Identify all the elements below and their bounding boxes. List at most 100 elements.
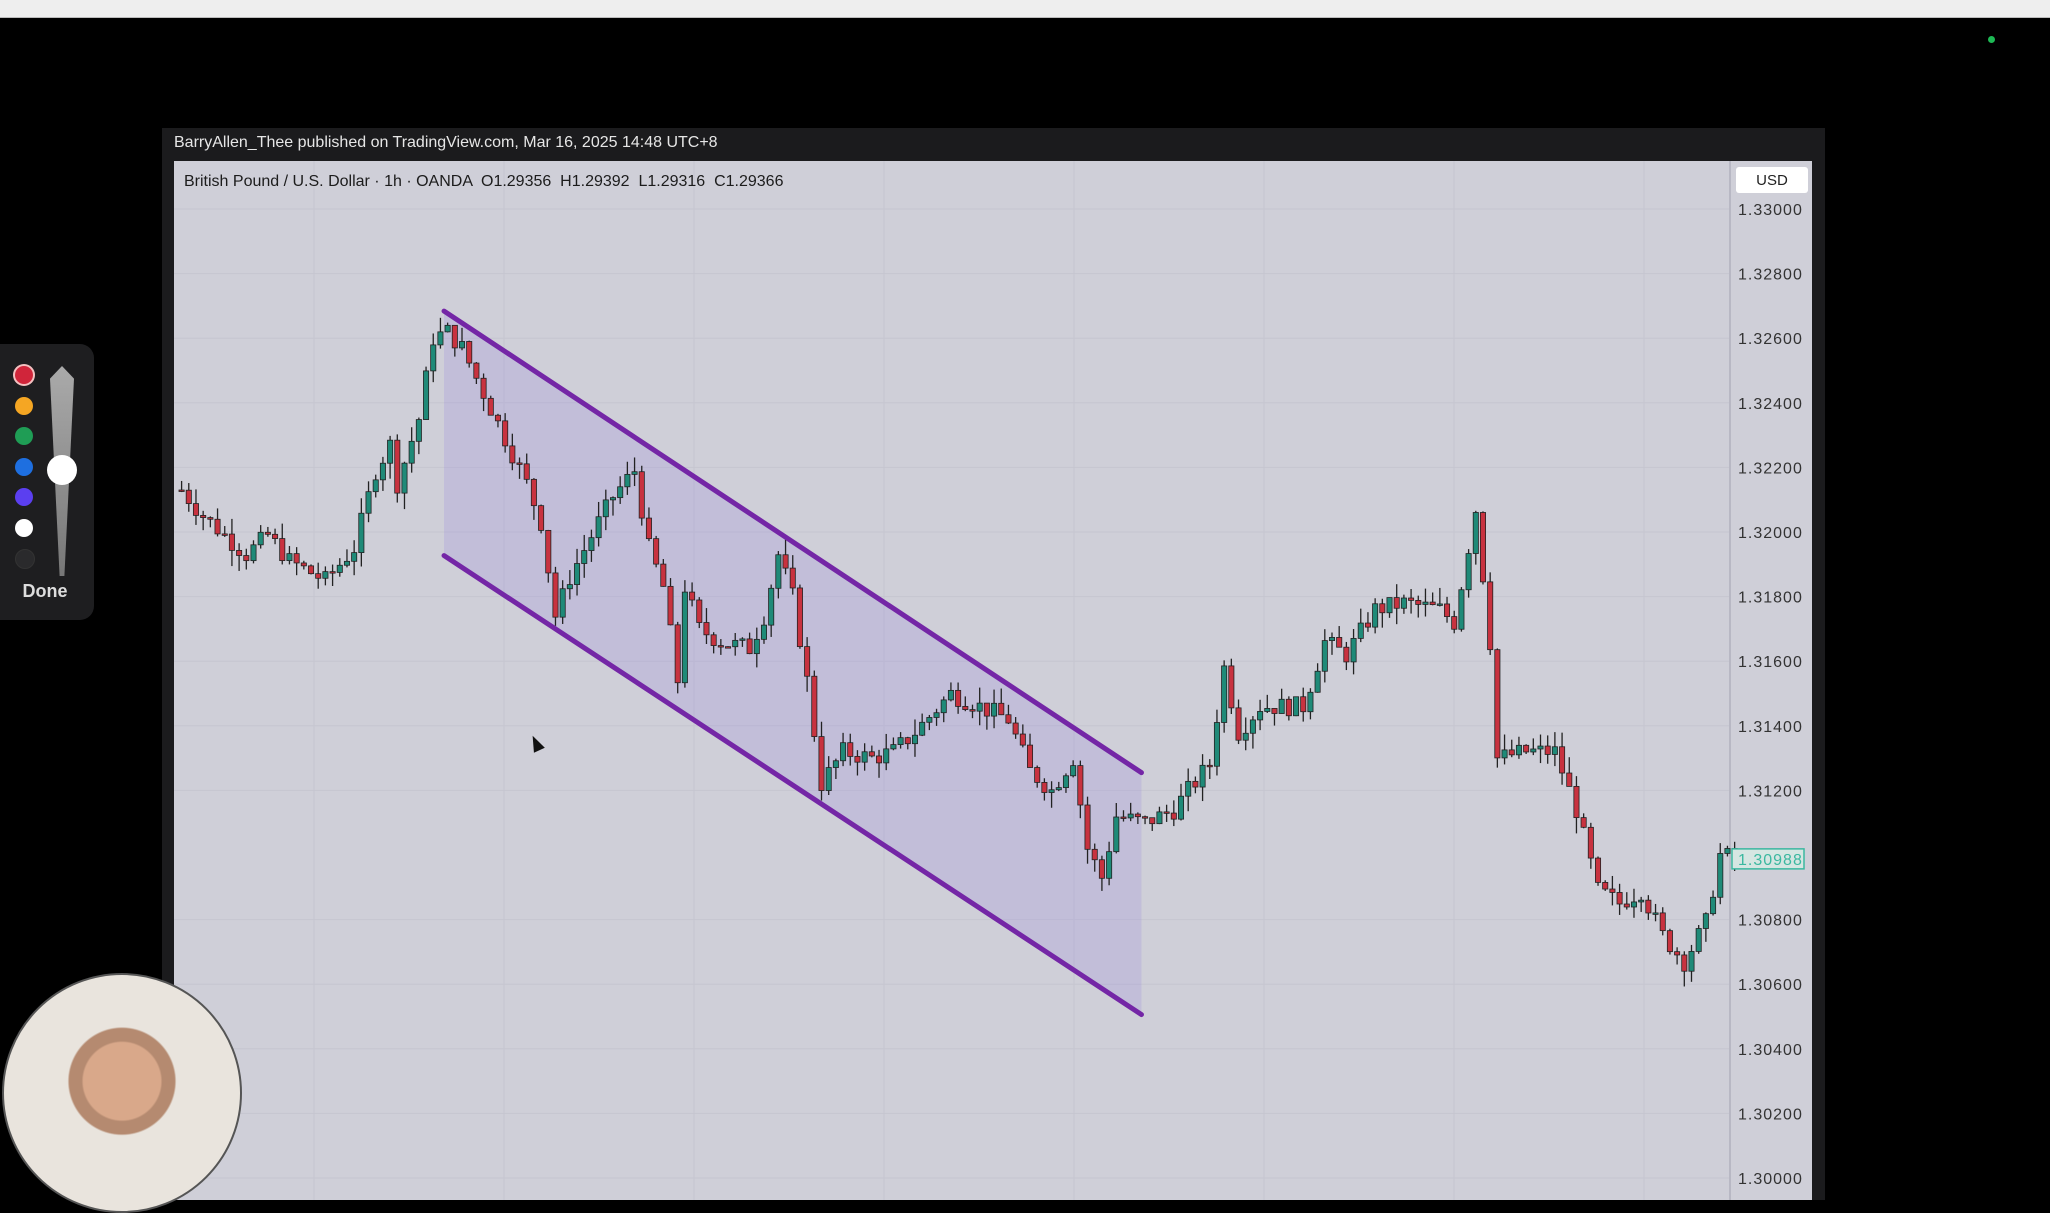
pen-size-knob[interactable]: [47, 455, 77, 485]
done-button[interactable]: Done: [22, 581, 68, 601]
candle-body: [545, 529, 552, 574]
candle-body: [717, 645, 724, 648]
color-swatch[interactable]: [15, 427, 33, 445]
channel-upper-line: [441, 308, 1144, 776]
candle-body: [1580, 817, 1587, 828]
candle-body: [1436, 603, 1443, 606]
candle-body: [1293, 696, 1300, 717]
candle-body: [1674, 951, 1681, 956]
candle-body: [739, 638, 746, 641]
candle-body: [394, 439, 401, 494]
candle-body: [1235, 707, 1242, 741]
candlestick-chart[interactable]: 1.33000 1.32800 1.32600 1.32400 1.32200 1.320…: [174, 161, 1812, 1200]
color-swatch[interactable]: [15, 488, 33, 506]
annotation-toolbar: Done: [0, 344, 94, 620]
candle-body: [818, 736, 825, 791]
candle-body: [566, 584, 573, 590]
candle-body: [1595, 857, 1602, 883]
candle-body: [760, 624, 767, 640]
candle-body: [1206, 764, 1213, 768]
candle-body: [832, 760, 839, 768]
y-tick-label: 1.30800: [1738, 913, 1803, 930]
y-tick-label: 1.31800: [1738, 590, 1803, 607]
candle-body: [1587, 826, 1594, 859]
candle-body: [1321, 640, 1328, 672]
y-tick-label: 1.33000: [1738, 202, 1803, 219]
candle-body: [236, 550, 243, 556]
candle-body: [228, 533, 235, 551]
candle-body: [207, 517, 214, 520]
candle-body: [789, 567, 796, 589]
candle-body: [444, 324, 451, 333]
candle-body: [509, 445, 516, 464]
candle-body: [991, 702, 998, 717]
last-price-label: 1.30988: [1738, 852, 1803, 869]
webcam-overlay: [2, 973, 242, 1213]
y-tick-label: 1.30000: [1738, 1171, 1803, 1188]
channel-fill: [444, 311, 1142, 1015]
candle-body: [703, 622, 710, 636]
candle-body: [430, 344, 437, 372]
candle-body: [1084, 804, 1091, 850]
candle-body: [588, 537, 595, 551]
candle-body: [653, 538, 660, 565]
candle-body: [1278, 698, 1285, 714]
candle-body: [480, 377, 487, 399]
candle-body: [1149, 817, 1156, 825]
candle-body: [1228, 665, 1235, 709]
candle-body: [1271, 708, 1278, 714]
candle-body: [840, 742, 847, 762]
candle-body: [1300, 696, 1307, 713]
candle-body: [1264, 708, 1271, 712]
candle-body: [631, 471, 638, 475]
currency-button[interactable]: USD: [1736, 167, 1808, 193]
candle-body: [1098, 859, 1105, 879]
candle-body: [1005, 714, 1012, 724]
candle-body: [1616, 892, 1623, 905]
candle-body: [904, 737, 911, 745]
candle-body: [890, 744, 897, 750]
candle-body: [293, 553, 300, 564]
candle-body: [401, 462, 408, 494]
color-swatch[interactable]: [15, 549, 35, 569]
color-swatch[interactable]: [15, 457, 33, 476]
candle-body: [1652, 912, 1659, 915]
candle-body: [876, 755, 883, 764]
color-swatch[interactable]: [15, 396, 33, 415]
candle-body: [1681, 954, 1688, 972]
candle-body: [897, 737, 904, 745]
candle-body: [602, 499, 609, 518]
candle-body: [1350, 638, 1357, 663]
y-tick-label: 1.32400: [1738, 396, 1803, 413]
candle-body: [351, 552, 358, 562]
candle-body: [473, 362, 480, 379]
candle-body: [746, 638, 753, 655]
candle-body: [710, 634, 717, 646]
candle-body: [955, 689, 962, 707]
candle-body: [343, 560, 350, 566]
candle-body: [926, 717, 933, 723]
candle-body: [1472, 512, 1479, 554]
candle-body: [1178, 795, 1185, 820]
candle-body: [552, 572, 559, 618]
color-swatch[interactable]: [15, 518, 33, 537]
candle-body: [574, 563, 581, 585]
candle-body: [1019, 733, 1026, 746]
chart-plot[interactable]: 1.33000 1.32800 1.32600 1.32400 1.32200 1.320…: [174, 161, 1812, 1200]
candle-body: [466, 341, 473, 364]
candle-body: [1544, 745, 1551, 755]
candle-body: [1091, 848, 1098, 861]
candle-body: [1537, 745, 1544, 750]
y-tick-label: 1.30200: [1738, 1106, 1803, 1123]
candle-body: [523, 463, 530, 480]
candle-body: [609, 497, 616, 501]
candle-body: [962, 706, 969, 710]
candle-body: [1530, 748, 1537, 753]
color-swatch[interactable]: [15, 366, 33, 384]
candle-body: [1027, 744, 1034, 768]
candle-body: [1041, 782, 1048, 793]
candle-body: [1415, 600, 1422, 605]
candle-body: [1314, 670, 1321, 693]
candle-body: [1559, 746, 1566, 774]
candle-body: [264, 531, 271, 535]
